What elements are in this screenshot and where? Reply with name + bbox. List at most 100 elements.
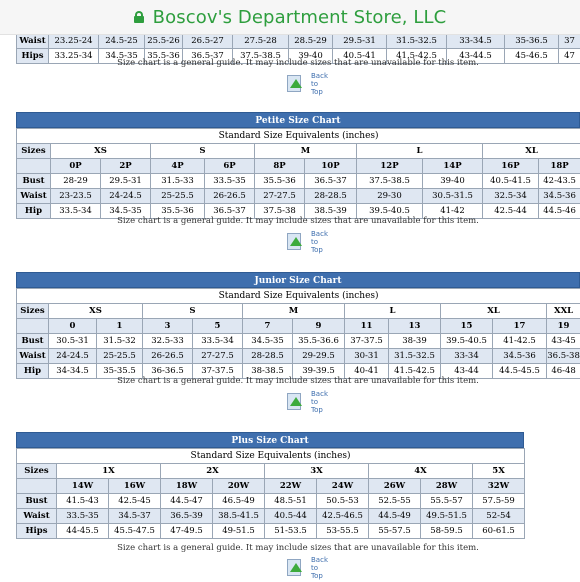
measure-cell: 33.5-34 (193, 334, 243, 349)
measure-cell: 34.5-35 (243, 334, 293, 349)
measure-cell: 40.5-44 (265, 509, 317, 524)
row-label: Bust (17, 174, 51, 189)
size-label: 20W (213, 479, 265, 494)
measure-cell: 30.5-31.5 (423, 189, 483, 204)
measure-cell: 37.5-38.5 (357, 174, 423, 189)
measure-cell: 39.5-40.5 (441, 334, 493, 349)
size-label: 5 (193, 319, 243, 334)
measure-cell: 28.5-29 (289, 34, 333, 49)
measure-cell: 43-45 (547, 334, 580, 349)
blank-cell (17, 159, 51, 174)
measure-cell: 44.5-47 (161, 494, 213, 509)
size-label: 13 (389, 319, 441, 334)
measure-cell: 30-31 (345, 349, 389, 364)
measure-cell: 32.5-33 (143, 334, 193, 349)
size-label: 17 (493, 319, 547, 334)
size-group: S (143, 304, 243, 319)
site-url[interactable]: Boscov's Department Store, LLC (153, 7, 447, 28)
measure-cell: 55.5-57 (421, 494, 473, 509)
measure-cell: 60-61.5 (473, 524, 525, 539)
size-group: 5X (473, 464, 525, 479)
measure-cell: 28-28.5 (305, 189, 357, 204)
sizes-label: Sizes (17, 144, 51, 159)
measure-cell: 41.5-43 (57, 494, 109, 509)
measure-cell: 26-26.5 (143, 349, 193, 364)
size-label: 7 (243, 319, 293, 334)
size-label: 32W (473, 479, 525, 494)
measure-cell: 31.5-32.5 (389, 349, 441, 364)
measure-cell: 28-28.5 (243, 349, 293, 364)
measure-cell: 55-57.5 (369, 524, 421, 539)
measure-cell: 38-39 (389, 334, 441, 349)
size-group: 3X (265, 464, 369, 479)
measure-cell: 31.5-33 (151, 174, 205, 189)
measure-cell: 41-42.5 (493, 334, 547, 349)
measure-cell: 35-36.5 (505, 34, 559, 49)
size-group: XL (483, 144, 580, 159)
measure-cell: 58-59.5 (421, 524, 473, 539)
measure-cell: 31.5-32.5 (387, 34, 447, 49)
measure-cell: 46.5-49 (213, 494, 265, 509)
measure-cell: 33-34 (441, 349, 493, 364)
size-group: M (255, 144, 357, 159)
plus-note: Size chart is a general guide. It may in… (16, 543, 580, 553)
equiv-header: Standard Size Equivalents (inches) (17, 289, 580, 304)
size-label: 14P (423, 159, 483, 174)
measure-cell: 27-27.5 (255, 189, 305, 204)
size-group: S (151, 144, 255, 159)
measure-cell: 40.5-41.5 (483, 174, 539, 189)
measure-cell: 24.5-25 (99, 34, 145, 49)
measure-cell: 49-51.5 (213, 524, 265, 539)
size-label: 28W (421, 479, 473, 494)
measure-cell: 24-24.5 (101, 189, 151, 204)
measure-cell: 29-30 (357, 189, 423, 204)
measure-cell: 32.5-34 (483, 189, 539, 204)
address-bar[interactable]: Boscov's Department Store, LLC (0, 0, 580, 35)
measure-cell: 49.5-51.5 (421, 509, 473, 524)
size-group: XXL (547, 304, 580, 319)
measure-cell: 27.5-28 (233, 34, 289, 49)
size-label: 9 (293, 319, 345, 334)
size-label: 1 (97, 319, 143, 334)
measure-cell: 35.5-36 (255, 174, 305, 189)
measure-cell: 50.5-53 (317, 494, 369, 509)
size-group: 4X (369, 464, 473, 479)
measure-cell: 37-37.5 (345, 334, 389, 349)
size-label: 18W (161, 479, 213, 494)
measure-cell: 53-55.5 (317, 524, 369, 539)
missy-note: Size chart is a general guide. It may in… (16, 58, 580, 68)
size-label: 26W (369, 479, 421, 494)
measure-cell: 28-29 (51, 174, 101, 189)
size-label: 2P (101, 159, 151, 174)
size-label: 0 (49, 319, 97, 334)
measure-cell: 44-45.5 (57, 524, 109, 539)
measure-cell: 33-34.5 (447, 34, 505, 49)
size-group: L (357, 144, 483, 159)
measure-cell: 36.5-37 (305, 174, 357, 189)
row-label: Bust (17, 494, 57, 509)
size-label: 22W (265, 479, 317, 494)
junior-note: Size chart is a general guide. It may in… (16, 376, 580, 386)
size-label: 3 (143, 319, 193, 334)
sizes-label: Sizes (17, 304, 49, 319)
row-label: Bust (17, 334, 49, 349)
measure-cell: 29-29.5 (293, 349, 345, 364)
measure-cell: 33.5-35 (205, 174, 255, 189)
size-group: M (243, 304, 345, 319)
equiv-header: Standard Size Equivalents (inches) (17, 449, 525, 464)
junior-size-chart: Junior Size Chart Standard Size Equivale… (16, 272, 580, 379)
lock-icon (134, 11, 144, 23)
measure-cell: 42.5-46.5 (317, 509, 369, 524)
size-label: 19 (547, 319, 580, 334)
measure-cell: 42-43.5 (539, 174, 580, 189)
